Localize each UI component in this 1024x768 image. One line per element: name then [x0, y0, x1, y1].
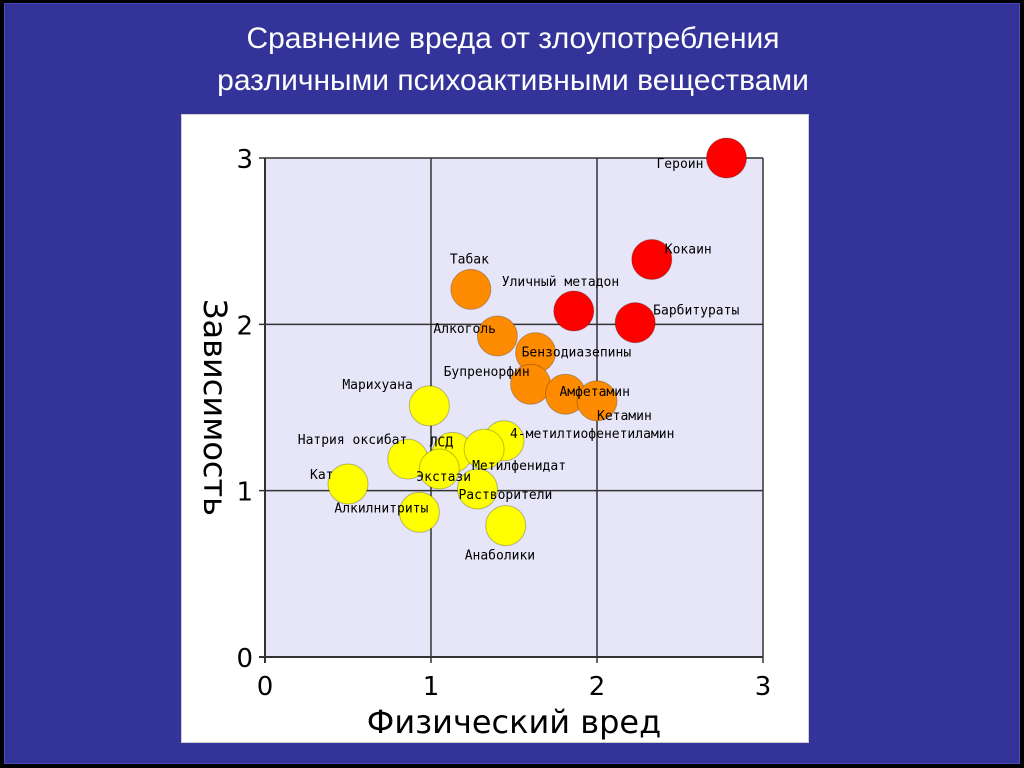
data-point: [398, 491, 440, 533]
data-point: [476, 315, 518, 357]
y-tick-label: 3: [236, 145, 253, 175]
y-tick-label: 2: [236, 311, 253, 341]
slide-title-line-2: различными психоактивными веществами: [217, 64, 809, 97]
point-label: Кокаин: [665, 242, 712, 257]
data-point: [485, 505, 527, 547]
data-point: [463, 428, 505, 470]
point-label: Героин: [656, 157, 703, 172]
point-label: Марихуана: [342, 378, 412, 393]
x-tick-label: 0: [257, 672, 274, 702]
data-point: [614, 302, 656, 344]
plot-area: [265, 158, 763, 657]
point-label: Барбитураты: [653, 304, 739, 319]
slide-title-line-1: Сравнение вреда от злоупотребления: [246, 22, 780, 55]
y-tick-label: 0: [236, 644, 253, 674]
chart-frame: 0 1 2 3 0 1 2 3 Героин Кокаин Уличный метадон Барб…: [181, 114, 809, 743]
data-point: [576, 380, 618, 422]
data-point: [705, 137, 747, 179]
data-point: [418, 448, 460, 490]
point-label: ЛСД: [430, 435, 454, 450]
y-axis-label: Зависимость: [196, 299, 234, 516]
data-points: [327, 137, 747, 547]
data-point: [408, 385, 450, 427]
scatter-chart: 0 1 2 3 0 1 2 3 Героин Кокаин Уличный метадон Барб…: [196, 137, 771, 741]
x-tick-label: 3: [755, 672, 772, 702]
point-label: Анаболики: [465, 549, 535, 564]
point-label: Бупренорфин: [444, 365, 530, 380]
data-point: [553, 290, 595, 332]
point-labels: Героин Кокаин Уличный метадон Барбитураты Та…: [298, 157, 740, 564]
data-point: [631, 238, 673, 280]
point-label: Метилфенидат: [472, 459, 566, 474]
point-label: Кетамин: [597, 409, 652, 424]
point-label: Алкоголь: [433, 322, 496, 337]
point-label: Кат: [310, 468, 333, 483]
slide-title: Сравнение вреда от злоупотребления разли…: [5, 18, 1021, 102]
axes: 0 1 2 3 0 1 2 3: [236, 145, 771, 702]
point-label: 4-метилтиофенетиламин: [510, 427, 674, 442]
data-point: [327, 463, 369, 505]
data-point: [450, 268, 492, 310]
point-label: Алкилнитриты: [334, 501, 428, 516]
point-label: Натрия оксибат: [298, 433, 408, 448]
point-label: Бензодиазепины: [522, 346, 632, 361]
point-label: Растворители: [458, 488, 552, 503]
x-tick-label: 2: [589, 672, 606, 702]
point-label: Табак: [450, 252, 489, 267]
x-axis-label: Физический вред: [367, 703, 661, 741]
data-point: [456, 468, 498, 510]
x-tick-label: 1: [423, 672, 440, 702]
point-label: Уличный метадон: [502, 275, 619, 290]
point-label: Амфетамин: [559, 385, 629, 400]
point-label: Экстази: [416, 470, 471, 485]
y-tick-label: 1: [236, 478, 253, 508]
